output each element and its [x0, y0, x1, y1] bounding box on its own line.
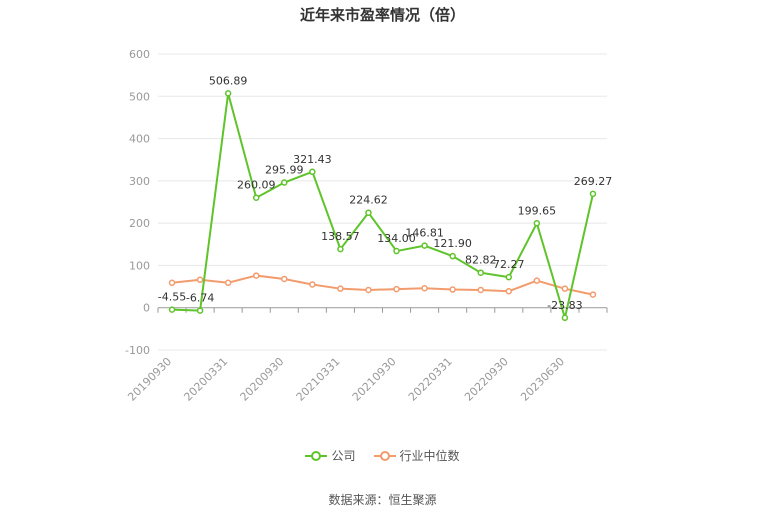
x-tick-label: 20200331	[181, 355, 230, 404]
legend-line-icon	[373, 450, 396, 461]
data-point	[224, 279, 232, 287]
y-tick-label: 100	[129, 259, 150, 272]
data-point	[309, 281, 316, 288]
data-label: -4.55	[158, 291, 186, 304]
data-label: 134.00	[377, 232, 416, 245]
data-point	[196, 307, 204, 314]
data-point	[309, 168, 316, 176]
data-label: -6.74	[186, 292, 214, 305]
y-tick-label: 400	[129, 133, 150, 146]
data-label: 295.99	[265, 164, 304, 177]
chart-title: 近年来市盈率情况（倍）	[299, 6, 465, 24]
y-tick-label: 200	[129, 217, 150, 230]
data-label: 82.82	[465, 254, 497, 267]
y-tick-label: 500	[129, 90, 150, 103]
data-point	[168, 279, 176, 287]
data-label: 506.89	[209, 74, 248, 87]
series-line-0	[171, 93, 594, 322]
data-point	[421, 285, 428, 292]
data-point	[589, 190, 597, 198]
data-point	[449, 286, 456, 293]
x-tick-label: 20200930	[238, 355, 287, 404]
data-point	[589, 291, 597, 298]
data-point	[365, 209, 372, 216]
data-point	[505, 273, 513, 281]
x-tick-label: 20220930	[462, 355, 511, 404]
data-label: 224.62	[349, 194, 388, 207]
x-tick-label: 20230630	[518, 355, 567, 404]
data-point	[393, 285, 400, 293]
data-point	[477, 286, 484, 294]
data-point	[533, 277, 541, 284]
legend-item-company[interactable]: 公司	[305, 447, 356, 464]
data-point	[252, 272, 260, 279]
x-tick-label: 20210331	[294, 355, 343, 404]
data-point	[337, 245, 344, 253]
y-tick-label: -100	[125, 344, 150, 357]
x-tick-label: 20210930	[350, 355, 399, 404]
series-line-1	[171, 274, 594, 296]
data-point	[505, 287, 513, 295]
legend: 公司 行业中位数	[0, 447, 765, 464]
data-point	[196, 276, 204, 284]
data-point	[561, 285, 569, 292]
legend-item-industry-median[interactable]: 行业中位数	[373, 447, 460, 464]
y-tick-label: 0	[143, 302, 150, 315]
data-point	[337, 285, 344, 292]
legend-label-company: 公司	[331, 449, 356, 463]
data-label: 146.81	[405, 227, 444, 240]
data-label: 321.43	[293, 153, 332, 166]
data-label: 199.65	[518, 204, 557, 217]
x-tick-label: 20220331	[406, 355, 455, 404]
data-point	[281, 179, 288, 186]
data-label: -23.83	[547, 299, 582, 312]
data-point	[477, 269, 484, 276]
data-label: 138.57	[321, 230, 360, 243]
data-point	[224, 90, 232, 97]
data-point	[449, 252, 456, 260]
x-tick-label: 20190930	[125, 355, 174, 404]
data-label: 269.27	[574, 175, 613, 188]
data-point	[252, 194, 260, 201]
data-point	[533, 220, 541, 227]
data-label: 72.27	[493, 258, 525, 271]
data-point	[393, 247, 400, 255]
data-point	[561, 314, 569, 322]
y-tick-label: 600	[129, 48, 150, 61]
data-point	[365, 286, 372, 294]
legend-label-industry-median: 行业中位数	[399, 449, 460, 463]
data-source: 数据来源：恒生聚源	[328, 493, 437, 507]
data-label: 121.90	[433, 237, 472, 250]
data-point	[421, 242, 428, 249]
data-label: 260.09	[237, 179, 276, 192]
data-point	[168, 306, 176, 313]
legend-line-icon	[305, 450, 328, 461]
y-tick-label: 300	[129, 175, 150, 188]
data-point	[281, 275, 288, 283]
